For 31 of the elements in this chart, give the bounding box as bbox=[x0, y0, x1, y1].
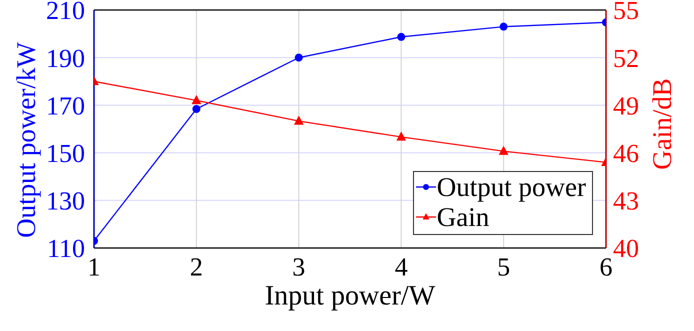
x-tick-label: 6 bbox=[600, 252, 612, 282]
point bbox=[294, 116, 304, 125]
point bbox=[397, 32, 406, 41]
y2-tick-label: 46 bbox=[613, 139, 639, 168]
legend-label: Output power bbox=[436, 172, 586, 202]
y2-axis-title: Gain/dB bbox=[647, 78, 677, 170]
x-tick-label: 2 bbox=[190, 252, 203, 282]
point bbox=[499, 146, 508, 155]
y-tick-label: 150 bbox=[46, 139, 85, 168]
y2-tick-label: 49 bbox=[613, 91, 639, 120]
x-tick-label: 5 bbox=[497, 252, 510, 282]
y-tick-label: 210 bbox=[46, 0, 85, 26]
y2-tick-label: 43 bbox=[613, 186, 639, 216]
y2-tick-label: 55 bbox=[613, 0, 639, 26]
point bbox=[192, 96, 201, 104]
y-tick-label: 110 bbox=[46, 234, 85, 264]
y2-tick-label: 52 bbox=[613, 44, 639, 73]
legend-label: Gain bbox=[436, 202, 490, 232]
point bbox=[500, 22, 508, 31]
point bbox=[294, 54, 303, 62]
point bbox=[396, 132, 406, 141]
point bbox=[192, 105, 200, 114]
x-axis-title: Input power/W bbox=[264, 280, 436, 312]
x-tick-label: 3 bbox=[292, 252, 306, 282]
y-tick-label: 170 bbox=[46, 91, 85, 120]
y2-tick-label: 40 bbox=[613, 234, 639, 264]
y-tick-label: 190 bbox=[46, 44, 85, 73]
y-tick-label: 130 bbox=[46, 186, 85, 216]
x-tick-label: 4 bbox=[394, 252, 408, 282]
x-tick-label: 1 bbox=[88, 252, 100, 282]
y-axis-title: Output power/kW bbox=[11, 42, 41, 238]
